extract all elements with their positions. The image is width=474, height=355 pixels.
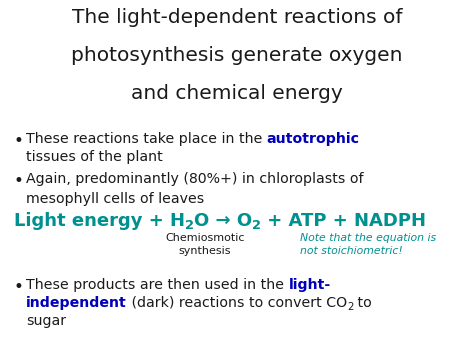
- Text: autotrophic: autotrophic: [267, 132, 360, 146]
- Text: and chemical energy: and chemical energy: [131, 84, 343, 103]
- Text: Again, predominantly (80%+) in chloroplasts of
mesophyll cells of leaves: Again, predominantly (80%+) in chloropla…: [26, 172, 364, 206]
- Text: independent: independent: [26, 296, 127, 310]
- Text: tissues of the plant: tissues of the plant: [26, 150, 163, 164]
- Text: 2: 2: [347, 302, 353, 312]
- Text: to: to: [353, 296, 372, 310]
- Text: The light-dependent reactions of: The light-dependent reactions of: [72, 8, 402, 27]
- Text: •: •: [14, 132, 24, 150]
- Text: Light energy + H: Light energy + H: [14, 212, 185, 230]
- Text: sugar: sugar: [26, 314, 66, 328]
- Text: •: •: [14, 172, 24, 190]
- Text: •: •: [14, 278, 24, 296]
- Text: 2: 2: [252, 219, 261, 232]
- Text: O → O: O → O: [194, 212, 252, 230]
- Text: Note that the equation is
not stoichiometric!: Note that the equation is not stoichiome…: [300, 233, 436, 256]
- Text: + ATP + NADPH: + ATP + NADPH: [261, 212, 426, 230]
- Text: These reactions take place in the: These reactions take place in the: [26, 132, 267, 146]
- Text: photosynthesis generate oxygen: photosynthesis generate oxygen: [71, 46, 403, 65]
- Text: 2: 2: [185, 219, 194, 232]
- Text: (dark) reactions to convert CO: (dark) reactions to convert CO: [127, 296, 347, 310]
- Text: Chemiosmotic
synthesis: Chemiosmotic synthesis: [165, 233, 245, 256]
- Text: light-: light-: [289, 278, 331, 292]
- Text: These products are then used in the: These products are then used in the: [26, 278, 289, 292]
